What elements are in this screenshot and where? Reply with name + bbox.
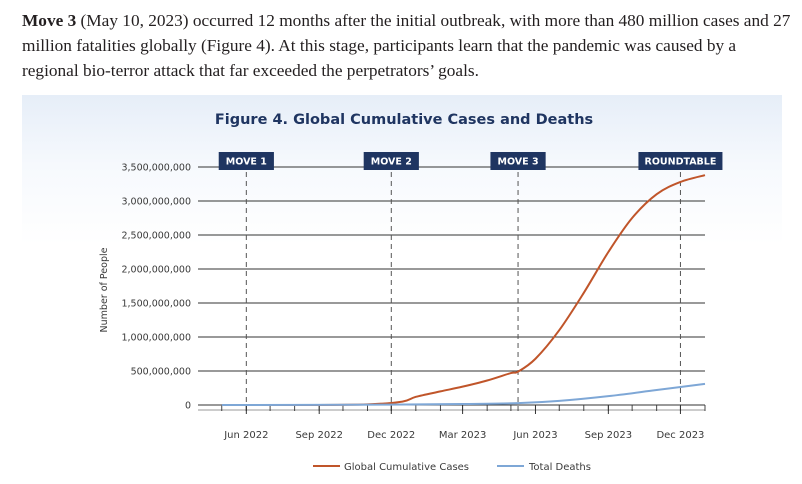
paragraph-text: (May 10, 2023) occurred 12 months after …: [22, 11, 791, 80]
marker-badge: [218, 152, 274, 170]
marker-label: MOVE 2: [371, 157, 412, 168]
y-tick-label: 1,500,000,000: [121, 299, 191, 310]
intro-paragraph: Move 3 (May 10, 2023) occurred 12 months…: [22, 8, 792, 83]
y-tick-label: 500,000,000: [131, 367, 191, 378]
y-axis-label: Number of People: [99, 247, 110, 332]
series-line-cases: [221, 174, 706, 407]
marker-label: MOVE 3: [498, 157, 539, 168]
y-tick-label: 3,500,000,000: [121, 163, 191, 174]
series-line-deaths: [221, 382, 706, 406]
y-tick-label: 3,000,000,000: [121, 197, 191, 208]
y-tick-label: 1,000,000,000: [121, 333, 191, 344]
marker-badge: [490, 152, 546, 170]
x-tick-label: Sep 2023: [585, 430, 632, 441]
y-tick-label: 2,000,000,000: [121, 265, 191, 276]
x-tick-label: Dec 2023: [656, 430, 704, 441]
x-tick-label: Jun 2023: [512, 430, 557, 441]
legend-label-cases: Global Cumulative Cases: [344, 462, 469, 473]
marker-badge: [638, 152, 723, 170]
chart-title: Figure 4. Global Cumulative Cases and De…: [215, 112, 593, 128]
marker-label: ROUNDTABLE: [645, 157, 717, 168]
y-tick-label: 0: [185, 401, 191, 412]
y-tick-label: 2,500,000,000: [121, 231, 191, 242]
marker-badge: [363, 152, 419, 170]
x-tick-label: Jun 2022: [223, 430, 268, 441]
x-tick-label: Dec 2022: [367, 430, 415, 441]
legend-label-deaths: Total Deaths: [528, 462, 591, 473]
marker-label: MOVE 1: [226, 157, 267, 168]
x-tick-label: Mar 2023: [439, 430, 487, 441]
paragraph-lead: Move 3: [22, 11, 77, 30]
x-tick-label: Sep 2022: [295, 430, 342, 441]
